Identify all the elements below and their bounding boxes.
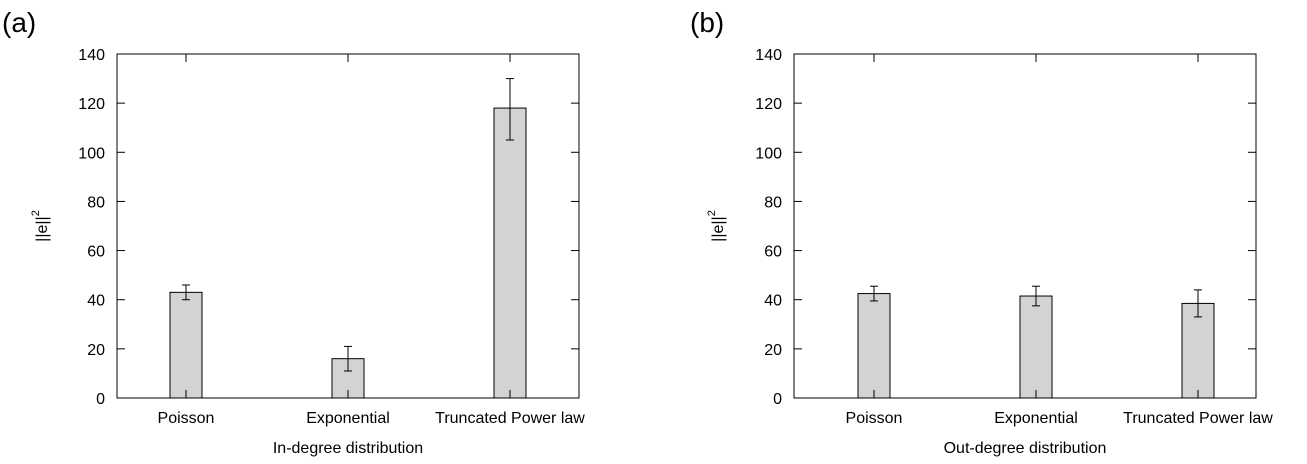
- bar-exponential: [1019, 295, 1053, 399]
- x-tick-label: Exponential: [306, 410, 390, 427]
- y-tick-label: 60: [764, 244, 782, 261]
- y-tick-label: 120: [78, 96, 105, 113]
- y-tick-label: 40: [87, 293, 105, 310]
- x-tick-label: Truncated Power law: [435, 410, 585, 427]
- panel-b-label: (b): [690, 7, 724, 38]
- panel-a-ylabel: ||e||2: [30, 210, 51, 242]
- panel-b-marks: 0 20 40 60 80 100 120 140 Poisson Exponential Trun…: [755, 47, 1273, 427]
- y-tick-label: 100: [78, 145, 105, 162]
- y-tick-label: 120: [755, 96, 782, 113]
- y-tick-label: 40: [764, 293, 782, 310]
- panel-b: (b) 0 20 40 60 80 100 120 140 Poisson Exponential…: [690, 7, 1273, 457]
- bar-truncated-power-law: [493, 107, 527, 399]
- panel-b-ylabel-sup: 2: [706, 210, 718, 216]
- y-tick-label: 60: [87, 244, 105, 261]
- y-tick-label: 0: [96, 391, 105, 408]
- panel-b-ylabel: ||e||2: [706, 210, 727, 242]
- bar-poisson: [169, 291, 203, 399]
- x-tick-label: Poisson: [158, 410, 215, 427]
- panel-b-ylabel-text: ||e||: [710, 216, 727, 242]
- y-tick-label: 140: [755, 47, 782, 64]
- panel-a-marks: 0 20 40 60 80 100 120 140 Poisson Exponential Trun…: [78, 47, 585, 427]
- panel-a-ylabel-text: ||e||: [34, 216, 51, 242]
- panel-a-ylabel-sup: 2: [30, 210, 42, 216]
- bar-poisson: [857, 293, 891, 399]
- y-tick-label: 80: [87, 194, 105, 211]
- panel-a: (a) 0 20 40 60 80 100 120 140 Poisson Exponential…: [2, 7, 585, 457]
- bar-truncated-power-law: [1181, 302, 1215, 399]
- panel-b-xlabel: Out-degree distribution: [944, 440, 1107, 457]
- x-tick-label: Exponential: [994, 410, 1078, 427]
- x-tick-label: Poisson: [846, 410, 903, 427]
- y-tick-label: 20: [764, 342, 782, 359]
- y-tick-label: 80: [764, 194, 782, 211]
- x-tick-label: Truncated Power law: [1123, 410, 1273, 427]
- panel-a-label: (a): [2, 7, 36, 38]
- y-tick-label: 20: [87, 342, 105, 359]
- y-tick-label: 0: [773, 391, 782, 408]
- y-tick-label: 100: [755, 145, 782, 162]
- panel-a-xlabel: In-degree distribution: [273, 440, 423, 457]
- y-tick-label: 140: [78, 47, 105, 64]
